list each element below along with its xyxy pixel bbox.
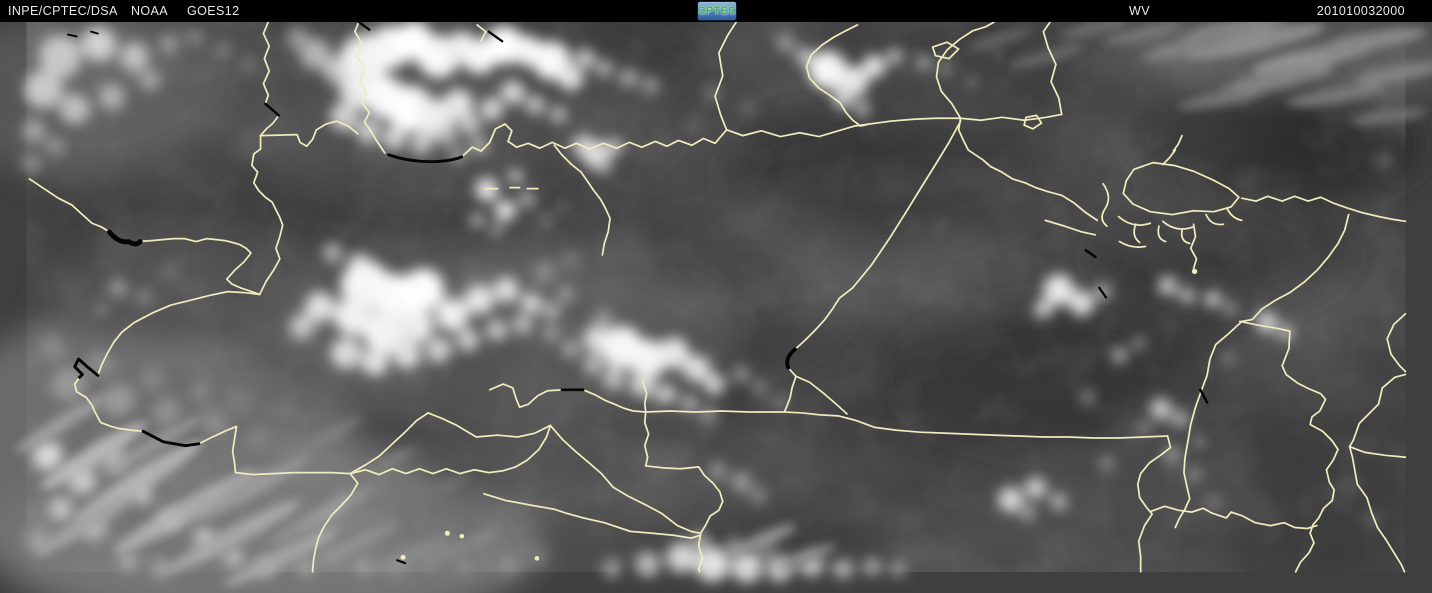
river-overlay — [67, 22, 1209, 565]
timestamp-label: 201010032000 — [1316, 4, 1405, 18]
border-overlay — [28, 22, 1407, 573]
cptec-logo-icon: CPTEC — [697, 1, 737, 21]
network-label: NOAA — [131, 4, 169, 18]
satellite-image — [0, 22, 1432, 593]
channel-label: WV — [1129, 4, 1150, 18]
cptec-logo-text: CPTEC — [697, 5, 737, 17]
dark-speckle-noise — [26, 22, 1406, 572]
agency-label: INPE/CPTEC/DSA — [8, 4, 118, 18]
small-lake-marks — [400, 268, 1198, 561]
satellite-label: GOES12 — [187, 4, 240, 18]
caption-bar: INPE/CPTEC/DSA NOAA GOES12 CPTEC WV 2010… — [0, 0, 1432, 22]
satellite-canvas — [0, 22, 1432, 593]
